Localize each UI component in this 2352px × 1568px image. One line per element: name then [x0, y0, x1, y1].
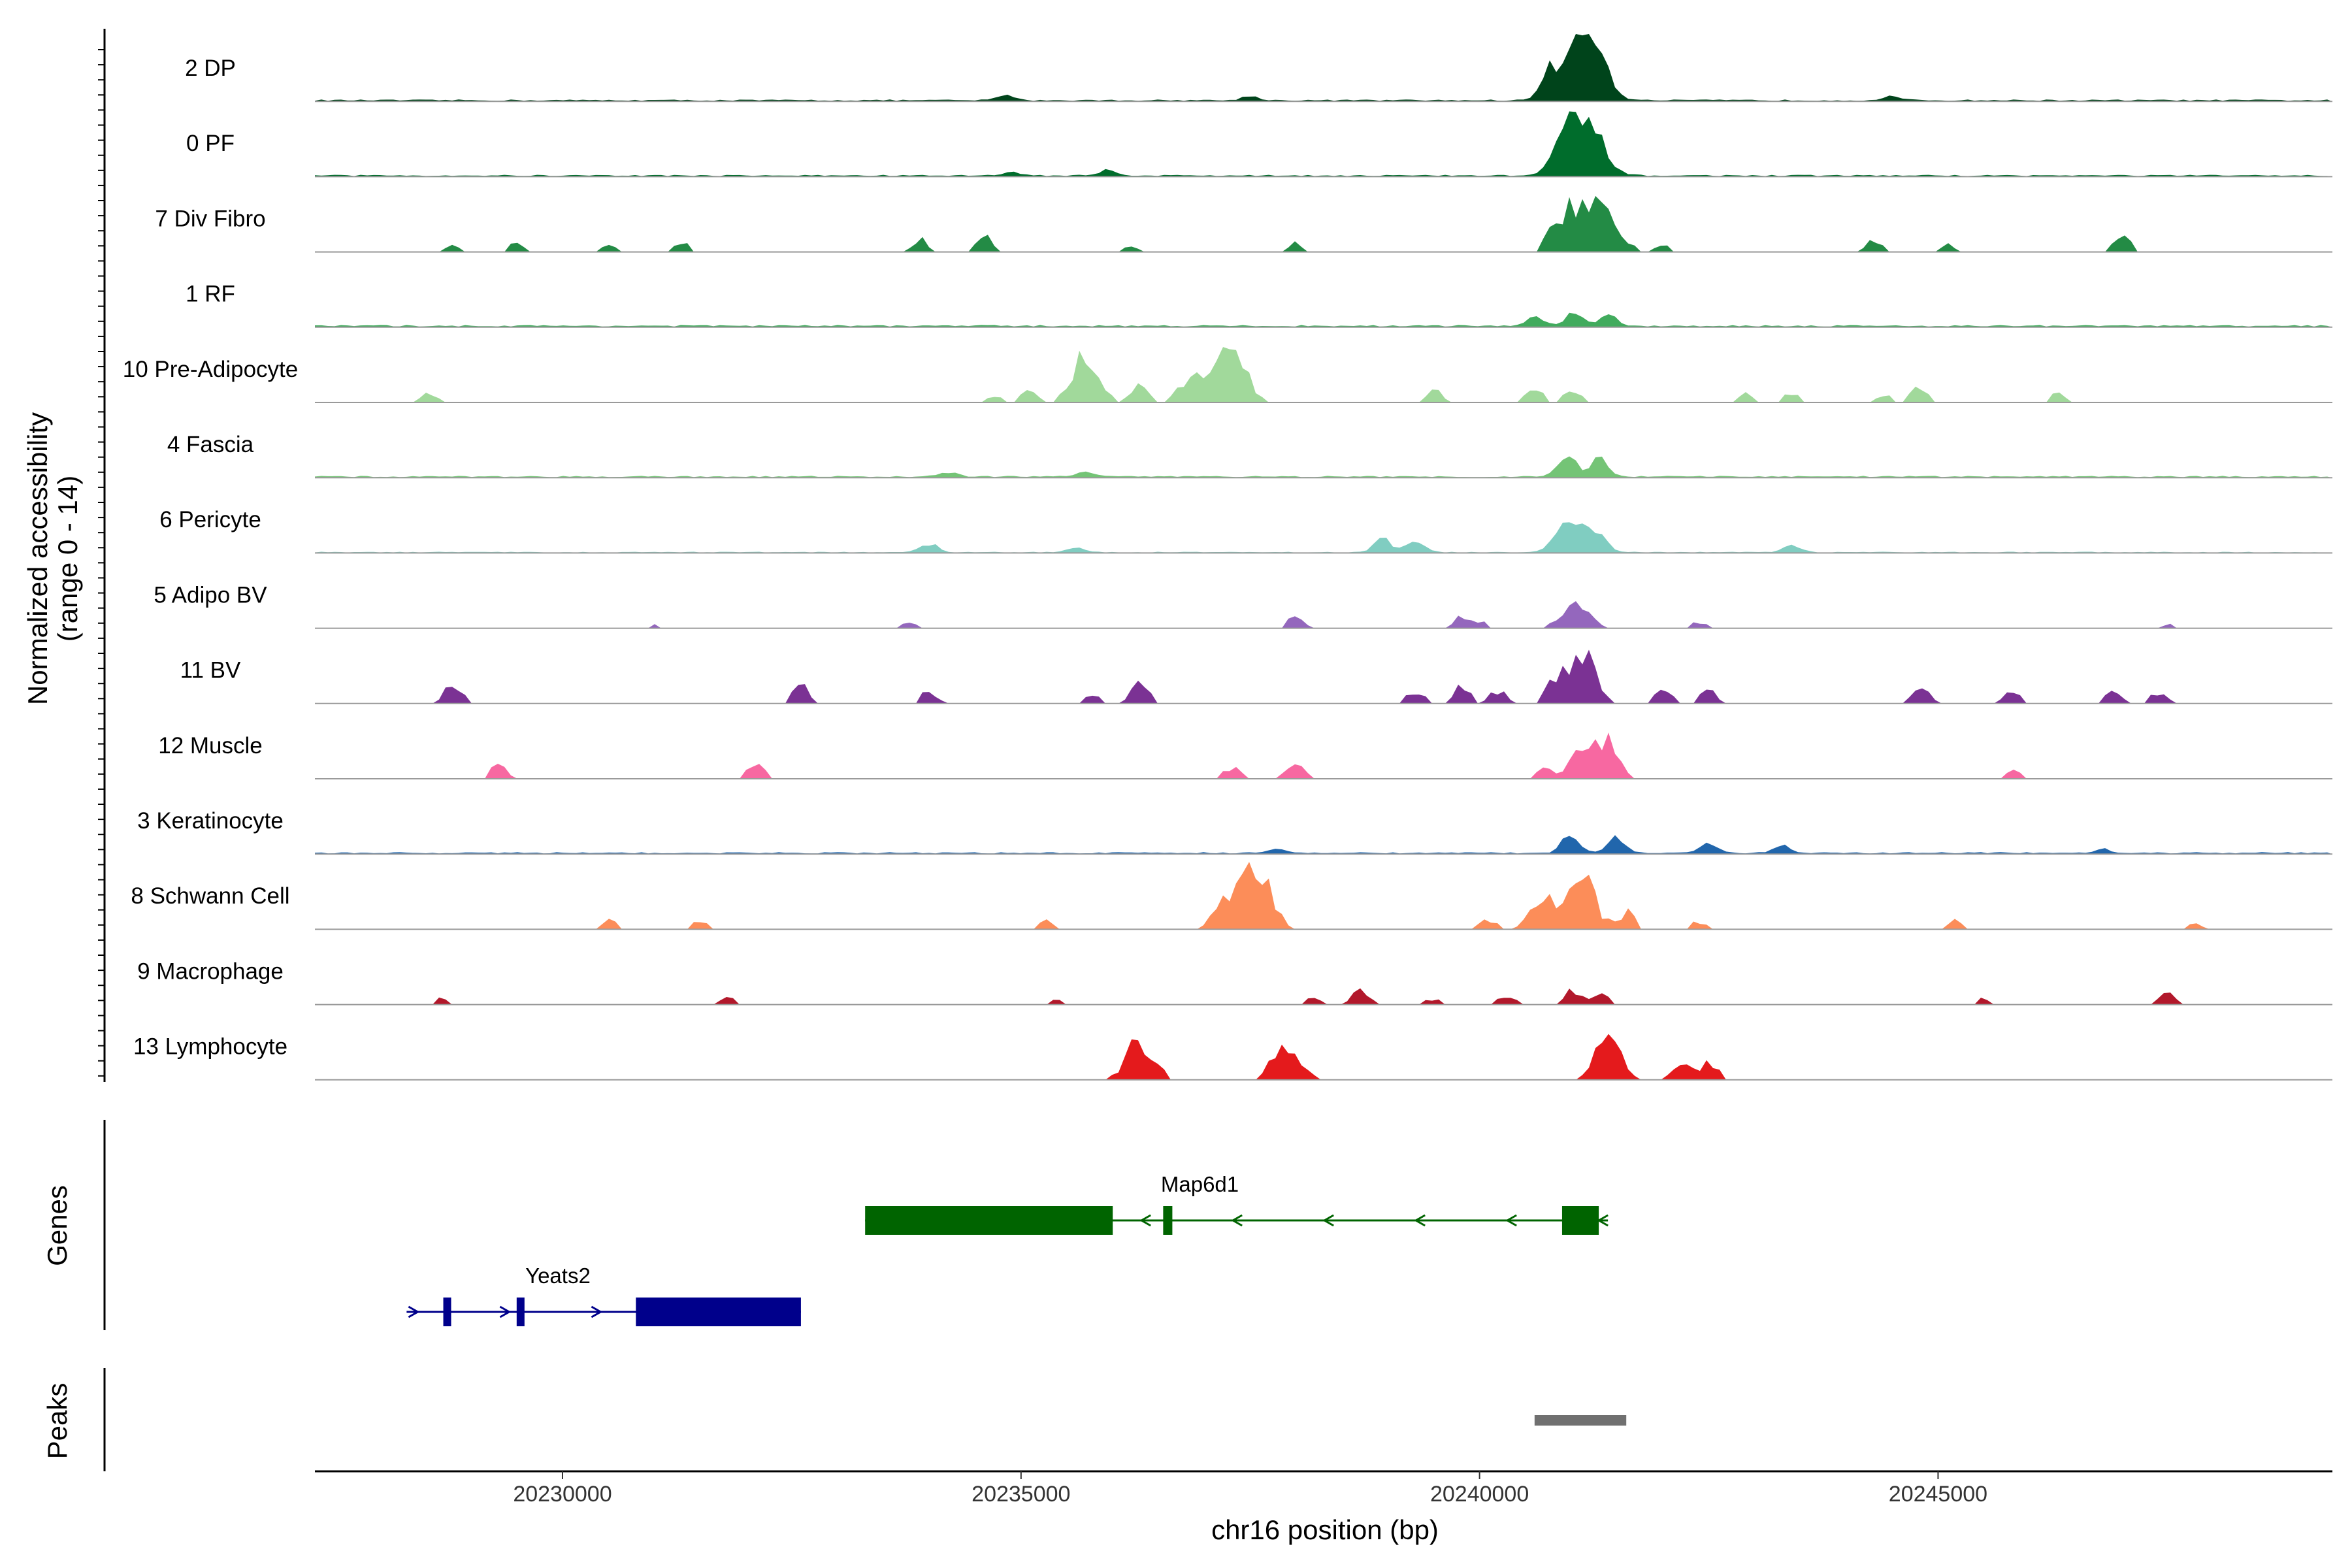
track-8-label: 5 Adipo BV	[154, 582, 267, 608]
track-13: 9 Macrophage	[137, 958, 2332, 1005]
strand-arrow-icon	[1505, 1214, 1517, 1227]
track-2-label: 0 PF	[186, 131, 235, 156]
track-14-coverage-area	[315, 1034, 2332, 1080]
gene-exon	[636, 1298, 801, 1326]
track-11-coverage-area	[315, 835, 2332, 855]
peaks-track	[103, 1368, 1627, 1471]
track-5: 10 Pre-Adipocyte	[123, 347, 2332, 403]
track-11-label: 3 Keratinocyte	[137, 808, 284, 834]
gene-exon	[1561, 1206, 1599, 1235]
strand-arrow-icon	[1322, 1214, 1334, 1227]
track-12-coverage-area	[315, 862, 2332, 930]
peaks-track-label: Peaks	[42, 1383, 73, 1460]
x-axis: 20230000 20235000 20240000 20245000	[315, 1470, 2332, 1507]
track-4: 1 RF	[186, 282, 2332, 328]
strand-arrow-icon	[1414, 1214, 1426, 1227]
peak-interval	[1534, 1415, 1627, 1426]
track-7-coverage-area	[315, 522, 2332, 553]
track-6-coverage-area	[315, 456, 2332, 478]
y-axis-title-line2: (range 0 - 14)	[52, 476, 83, 642]
x-tick-label: 20230000	[513, 1482, 612, 1507]
x-tick-label: 20240000	[1430, 1482, 1529, 1507]
y-axis-title-line1: Normalized accessibility	[22, 412, 53, 705]
track-6: 4 Fascia	[167, 432, 2332, 479]
x-tick-label: 20245000	[1889, 1482, 1987, 1507]
track-10-coverage-area	[315, 732, 2332, 779]
track-3-coverage-area	[315, 195, 2332, 252]
track-11: 3 Keratinocyte	[137, 808, 2332, 855]
coverage-tracks: 2 DP 0 PF 7 Div Fibro 1 RF 10 Pre-Adipocyte 4…	[98, 29, 2332, 1082]
track-7: 6 Pericyte	[159, 507, 2332, 554]
x-tick-label: 20235000	[972, 1482, 1070, 1507]
track-4-label: 1 RF	[186, 282, 235, 307]
gene-exon	[1163, 1206, 1173, 1235]
track-2-coverage-area	[315, 111, 2332, 177]
gene-label: Yeats2	[525, 1264, 591, 1288]
track-7-label: 6 Pericyte	[159, 507, 261, 532]
track-1-label: 2 DP	[185, 56, 236, 81]
strand-arrow-icon	[591, 1305, 603, 1318]
genes-track: Map6d1 Yeats2	[103, 1120, 1609, 1330]
track-3-label: 7 Div Fibro	[155, 206, 265, 231]
track-14-label: 13 Lymphocyte	[133, 1034, 287, 1060]
track-6-label: 4 Fascia	[167, 432, 254, 457]
track-2: 0 PF	[186, 111, 2332, 178]
strand-arrow-icon	[1231, 1214, 1243, 1227]
track-5-coverage-area	[315, 347, 2332, 402]
track-9-coverage-area	[315, 649, 2332, 704]
strand-arrow-icon	[499, 1305, 512, 1318]
track-14: 13 Lymphocyte	[133, 1034, 2332, 1081]
track-13-label: 9 Macrophage	[137, 958, 284, 984]
track-13-coverage-area	[315, 988, 2332, 1005]
track-8: 5 Adipo BV	[154, 582, 2332, 629]
track-12-label: 8 Schwann Cell	[131, 883, 289, 909]
track-12: 8 Schwann Cell	[131, 862, 2332, 930]
track-1-coverage-area	[315, 34, 2332, 102]
track-10: 12 Muscle	[158, 732, 2332, 779]
track-5-label: 10 Pre-Adipocyte	[123, 357, 298, 382]
x-axis-title: chr16 position (bp)	[1211, 1514, 1439, 1545]
strand-arrow-icon	[1139, 1214, 1151, 1227]
track-9: 11 BV	[180, 649, 2332, 704]
track-8-coverage-area	[315, 601, 2332, 629]
strand-arrow-icon	[1597, 1214, 1609, 1227]
gene-label: Map6d1	[1161, 1172, 1239, 1196]
track-9-label: 11 BV	[180, 658, 241, 683]
strand-arrow-icon	[408, 1305, 420, 1318]
gene-map6d1: Map6d1	[865, 1172, 1609, 1235]
gene-yeats2: Yeats2	[406, 1264, 801, 1326]
gene-exon	[516, 1298, 525, 1326]
track-10-label: 12 Muscle	[158, 733, 263, 759]
track-1: 2 DP	[185, 34, 2332, 103]
genes-track-label: Genes	[42, 1185, 73, 1266]
gene-exon	[443, 1298, 451, 1326]
gene-exon	[865, 1206, 1113, 1235]
track-3: 7 Div Fibro	[155, 195, 2332, 253]
track-4-coverage-area	[315, 312, 2332, 327]
